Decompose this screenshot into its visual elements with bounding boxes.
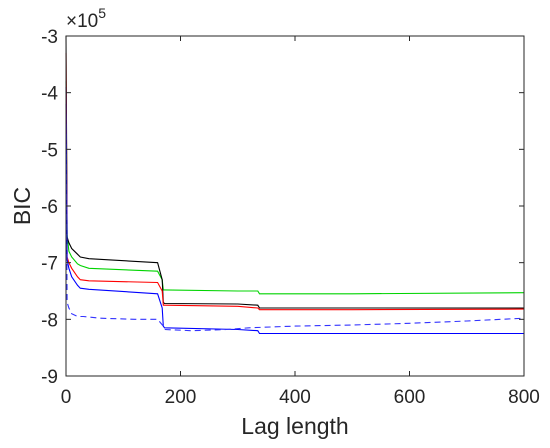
series-line-4 [65,86,524,335]
series-line-2 [65,35,524,309]
x-axis-label: Lag length [241,413,348,439]
series-line-3 [65,52,525,311]
y-multiplier-exponent: 5 [98,5,106,21]
y-ticks: -3 -4 -5 -6 -7 -8 -9 [41,27,524,388]
plot-box [65,35,525,377]
y-axis-label: BIC [9,187,35,225]
y-tick-label: -6 [41,197,58,218]
axes [65,35,525,377]
y-tick-label: -3 [41,27,58,48]
x-tick-label: 0 [61,387,72,408]
y-tick-label: -4 [41,84,58,105]
x-tick-label: 400 [279,387,311,408]
x-tick-label: 600 [394,387,426,408]
y-tick-label: -8 [41,310,58,331]
plot-lines [65,35,525,335]
y-multiplier-prefix: ×10 [66,11,98,32]
x-ticks: 0 200 400 600 800 [61,36,540,408]
series-line-5 [65,103,525,332]
y-tick-label: -9 [41,367,58,388]
y-multiplier: ×105 [66,5,106,32]
series-line-1 [65,81,525,295]
x-tick-label: 800 [508,387,540,408]
x-tick-label: 200 [165,387,197,408]
y-tick-label: -5 [41,140,58,161]
y-tick-label: -7 [41,254,58,275]
